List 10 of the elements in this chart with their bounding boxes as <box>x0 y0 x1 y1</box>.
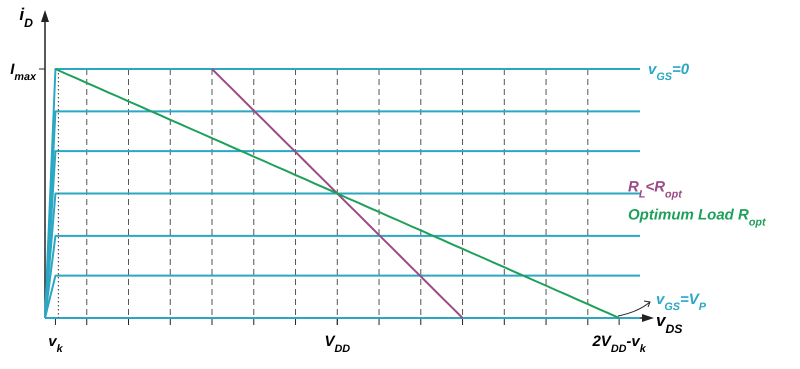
series-label: v$_{GS}$=V$_{P}$ <box>656 291 707 313</box>
series-label: v$_{GS}$=0 <box>648 61 690 83</box>
y-axis-title: i$_{D}$ <box>19 5 34 30</box>
x-tick-label: v$_{k}$ <box>48 333 64 355</box>
x-tick-label: V$_{DD}$ <box>324 333 350 355</box>
text: I$_{max}$ <box>10 61 37 83</box>
x-axis-title: v$_{DS}$ <box>656 311 684 336</box>
text: R$_{L}$<R$_{opt}$ <box>628 178 682 200</box>
text: Optimum Load R$_{opt}$ <box>628 206 766 228</box>
x-tick-label: 2V$_{DD}$-v$_{k}$ <box>591 333 647 355</box>
